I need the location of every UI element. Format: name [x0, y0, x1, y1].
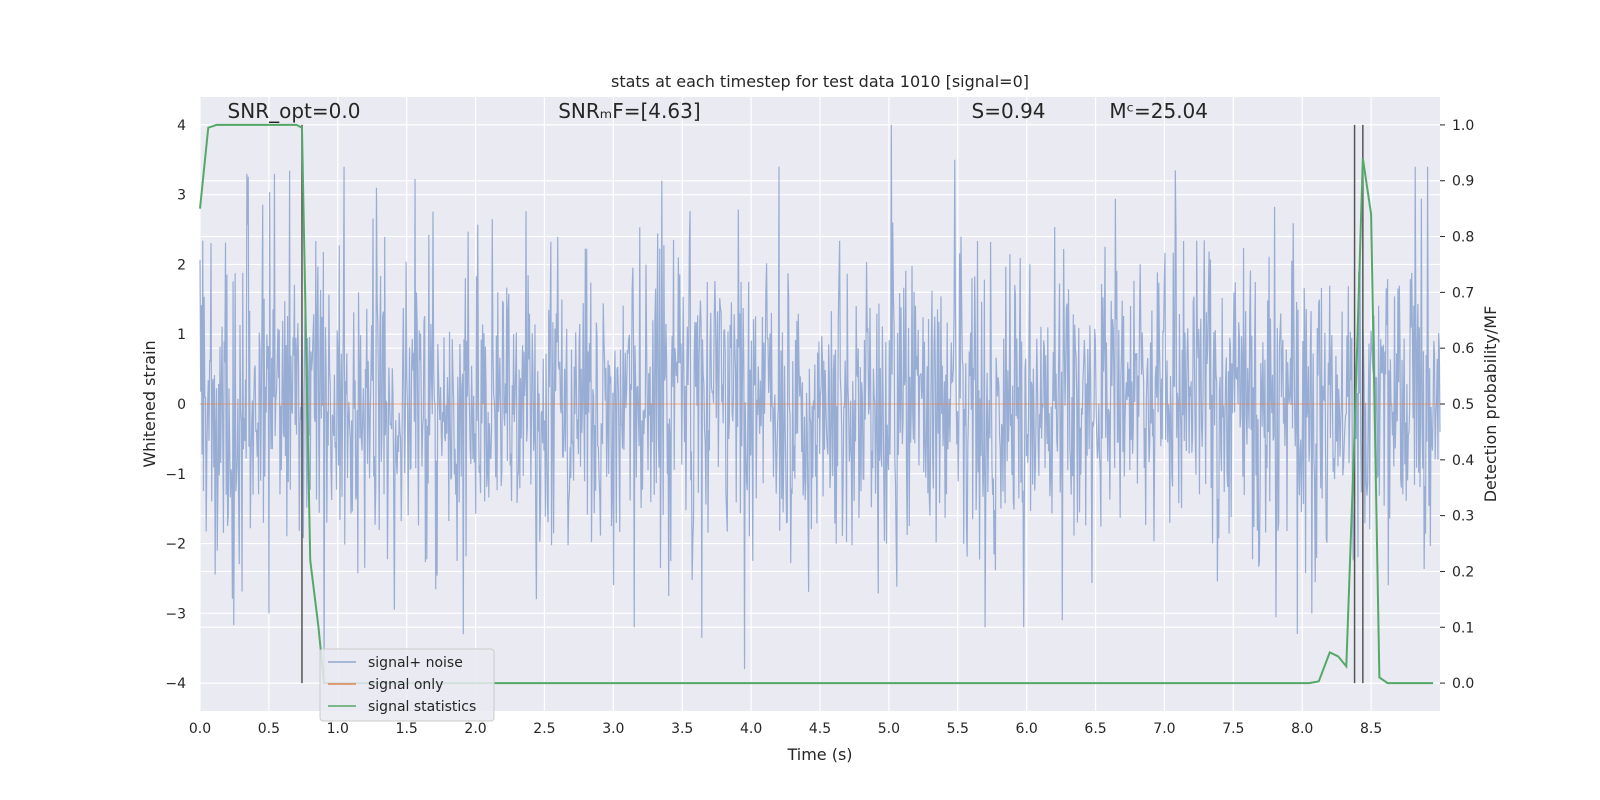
y-tick-label-4: 0: [177, 397, 186, 413]
x-tick-label-0: 0.0: [189, 721, 211, 737]
y-ticks: 4 3 2 1 0 −1 −2 −3 −4: [165, 118, 186, 692]
annotation-2: S=0.94: [972, 99, 1046, 123]
x-tick-label-5: 2.5: [533, 721, 555, 737]
x-tick-label-10: 5.0: [878, 721, 900, 737]
legend-box: [319, 648, 495, 722]
x-tick-label-7: 3.5: [671, 721, 693, 737]
x-tick-label-17: 8.5: [1360, 721, 1382, 737]
x-tick-label-9: 4.5: [809, 721, 831, 737]
series-signal-statistics: [199, 123, 1434, 685]
y-tick-label-1: 3: [177, 188, 186, 204]
y2-ticks: 1.0 0.9 0.8 0.7 0.6 0.5 0.4 0.3 0.2 0.1 0.0: [1440, 118, 1474, 692]
y-tick-label-3: 1: [177, 327, 186, 343]
x-axis-label: Time (s): [786, 745, 852, 764]
y2-tick-label-6: 0.4: [1452, 453, 1474, 469]
series-signal-noise: [199, 124, 1441, 684]
annotation-1: SNRₘF=[4.63]: [558, 99, 700, 123]
chart-title: stats at each timestep for test data 101…: [611, 72, 1029, 91]
y2-tick-label-10: 0.0: [1452, 676, 1474, 692]
stats-layer: [199, 123, 1434, 685]
y2-tick-label-1: 0.9: [1452, 174, 1474, 190]
x-tick-label-16: 8.0: [1291, 721, 1313, 737]
legend-label-signal-statistics: signal statistics: [368, 699, 476, 715]
legend-label-signal-only: signal only: [368, 677, 443, 693]
x-tick-label-4: 2.0: [464, 721, 486, 737]
y2-tick-label-8: 0.2: [1452, 564, 1474, 580]
y-tick-label-8: −4: [165, 676, 186, 692]
annotation-3: Mᶜ=25.04: [1109, 99, 1208, 123]
y2-tick-label-4: 0.6: [1452, 341, 1474, 357]
x-tick-label-6: 3.0: [602, 721, 624, 737]
annotations: SNR_opt=0.0 SNRₘF=[4.63] S=0.94 Mᶜ=25.04: [228, 99, 1208, 123]
y-tick-label-2: 2: [177, 257, 186, 273]
y-tick-label-6: −2: [165, 537, 186, 553]
x-ticks: 0.0 0.5 1.0 1.5 2.0 2.5 3.0 3.5 4.0 4.5 5.0 5.5 6.0 6…: [189, 721, 1382, 737]
y2-tick-label-5: 0.5: [1452, 397, 1474, 413]
legend: signal+ noise signal only signal statist…: [319, 648, 495, 722]
x-tick-label-12: 6.0: [1016, 721, 1038, 737]
y-axis-label: Whitened strain: [140, 340, 159, 467]
y-tick-label-5: −1: [165, 467, 186, 483]
y-tick-label-7: −3: [165, 606, 186, 622]
x-tick-label-1: 0.5: [258, 721, 280, 737]
x-tick-label-14: 7.0: [1153, 721, 1175, 737]
y2-tick-label-9: 0.1: [1452, 620, 1474, 636]
x-tick-label-13: 6.5: [1084, 721, 1106, 737]
legend-label-signal-noise: signal+ noise: [368, 655, 463, 671]
series-layer: [199, 124, 1441, 684]
x-tick-label-3: 1.5: [396, 721, 418, 737]
x-tick-label-8: 4.0: [740, 721, 762, 737]
x-tick-label-15: 7.5: [1222, 721, 1244, 737]
x-tick-label-11: 5.5: [947, 721, 969, 737]
y2-tick-label-3: 0.7: [1452, 285, 1474, 301]
y2-axis-label: Detection probability/MF: [1481, 306, 1500, 503]
y-tick-label-0: 4: [177, 118, 186, 134]
y2-tick-label-2: 0.8: [1452, 230, 1474, 246]
y2-tick-label-7: 0.3: [1452, 509, 1474, 525]
x-tick-label-2: 1.0: [327, 721, 349, 737]
y2-tick-label-0: 1.0: [1452, 118, 1474, 134]
annotation-0: SNR_opt=0.0: [228, 99, 361, 123]
